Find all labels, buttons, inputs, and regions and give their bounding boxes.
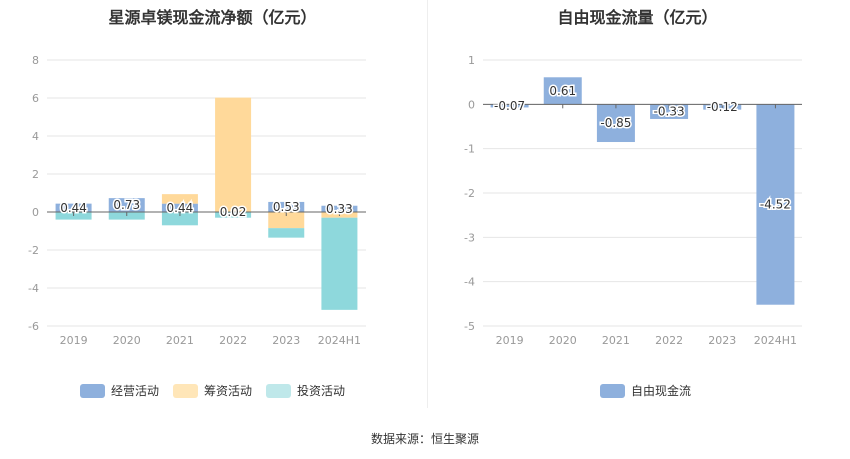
left-bar-series2	[268, 228, 305, 238]
left-data-label: 0.33	[326, 202, 353, 216]
right-chart-title: 自由现金流量（亿元）	[557, 8, 718, 27]
left-y-tick-label: 0	[32, 206, 39, 219]
left-bar-primary	[321, 205, 358, 212]
left-chart-title: 星源卓镁现金流净额（亿元）	[108, 8, 317, 27]
left-y-tick-label: -2	[28, 244, 39, 257]
left-y-tick-label: 8	[32, 54, 39, 67]
right-y-tick-label: -2	[464, 187, 475, 200]
left-data-label: 0.44	[167, 201, 194, 215]
left-y-tick-label: 2	[32, 168, 39, 181]
data-source-note: 数据来源：恒生聚源	[370, 432, 479, 446]
right-bar-primary	[756, 104, 795, 305]
right-x-tick-label: 2024H1	[754, 334, 797, 347]
right-y-tick-label: -1	[464, 143, 475, 156]
left-bar-series1	[215, 97, 252, 212]
right-x-tick-label: 2021	[602, 334, 630, 347]
left-y-tick-label: 4	[32, 130, 39, 143]
left-x-tick-label: 2020	[113, 334, 141, 347]
legend-item-free-cash-flow[interactable]: 自由现金流	[600, 382, 691, 399]
legend-swatch-investing	[266, 383, 292, 398]
legend-item-investing[interactable]: 投资活动	[266, 382, 345, 399]
left-x-tick-label: 2024H1	[318, 334, 361, 347]
right-x-tick-label: 2020	[549, 334, 577, 347]
left-x-tick-label: 2019	[60, 334, 88, 347]
legend-swatch-free-cash-flow	[600, 383, 625, 398]
right-x-tick-label: 2019	[496, 334, 524, 347]
right-y-tick-label: 1	[468, 54, 475, 67]
right-x-tick-label: 2022	[655, 334, 683, 347]
left-x-tick-label: 2021	[166, 334, 194, 347]
legend-swatch-financing	[173, 383, 199, 398]
legend-label-free-cash-flow: 自由现金流	[631, 384, 692, 398]
left-bar-series2	[321, 217, 358, 310]
left-y-tick-label: 6	[32, 92, 39, 105]
legend-item-operating[interactable]: 经营活动	[80, 382, 159, 399]
left-data-label: 0.02	[220, 205, 247, 219]
right-data-label: -0.85	[600, 116, 631, 130]
left-data-label: 0.53	[273, 200, 300, 214]
left-y-tick-label: -6	[28, 320, 39, 333]
left-bar-primary	[108, 198, 145, 212]
right-data-label: -0.33	[654, 105, 685, 119]
legend-label-investing: 投资活动	[297, 384, 346, 398]
legend-label-operating: 经营活动	[111, 384, 160, 398]
left-bar-series1	[268, 212, 305, 229]
right-data-label: -0.07	[494, 99, 525, 113]
right-legend: 自由现金流	[600, 382, 705, 399]
legend-label-financing: 筹资活动	[204, 384, 253, 398]
right-bar-primary	[596, 104, 635, 143]
right-y-tick-label: 0	[468, 98, 475, 111]
right-x-tick-label: 2023	[708, 334, 736, 347]
left-y-tick-label: -4	[28, 282, 39, 295]
left-x-tick-label: 2023	[272, 334, 300, 347]
left-bar-primary	[161, 203, 198, 212]
left-bar-series1	[161, 194, 198, 204]
right-data-label: -4.52	[760, 198, 791, 212]
left-data-label: 0.44	[60, 201, 87, 215]
left-bar-primary	[55, 203, 92, 212]
left-x-tick-label: 2022	[219, 334, 247, 347]
right-y-tick-label: -4	[464, 276, 475, 289]
legend-swatch-operating	[80, 383, 105, 398]
panel-divider	[427, 0, 428, 408]
right-bar-primary	[650, 104, 689, 119]
legend-item-financing[interactable]: 筹资活动	[173, 382, 252, 399]
left-legend: 经营活动 筹资活动 投资活动	[80, 382, 359, 399]
right-y-tick-label: -3	[464, 231, 475, 244]
right-y-tick-label: -5	[464, 320, 475, 333]
right-data-label: 0.61	[549, 84, 576, 98]
right-bar-primary	[543, 77, 582, 105]
left-bar-primary	[268, 201, 305, 212]
right-data-label: -0.12	[707, 100, 738, 114]
left-data-label: 0.73	[113, 198, 140, 212]
left-bar-series2	[161, 212, 198, 226]
